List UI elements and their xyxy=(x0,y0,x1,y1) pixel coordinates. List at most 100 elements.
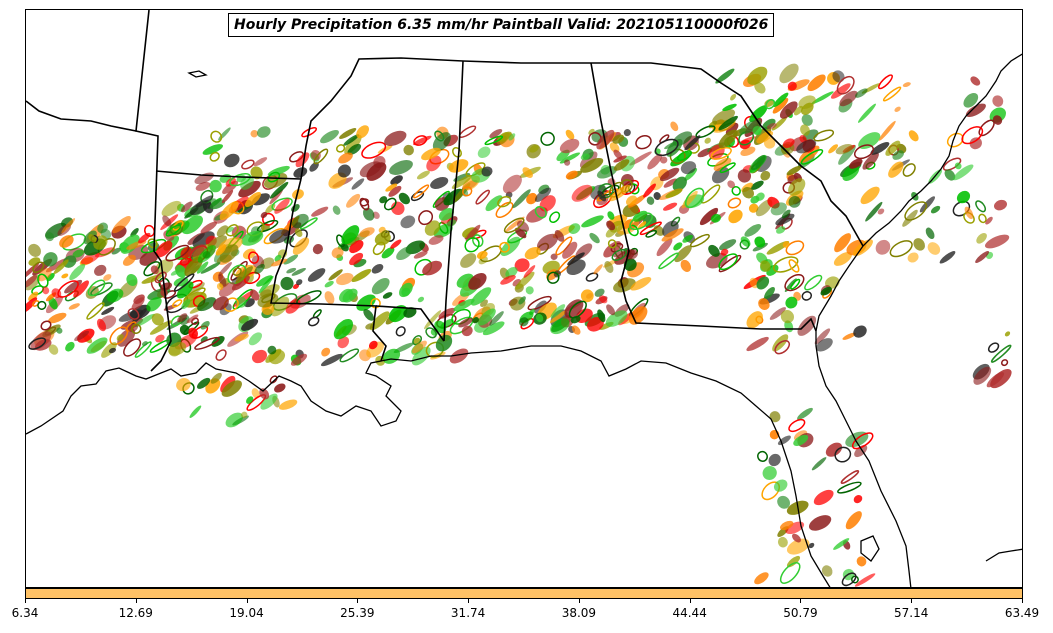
precipitation-blob xyxy=(990,369,1012,389)
precipitation-blob xyxy=(390,175,403,186)
precipitation-blob xyxy=(372,211,380,219)
precipitation-blob xyxy=(718,129,738,149)
precipitation-blob xyxy=(825,442,843,457)
precipitation-blob xyxy=(766,123,777,130)
precipitation-blob xyxy=(61,273,69,279)
precipitation-blob xyxy=(752,126,762,135)
precipitation-blob xyxy=(362,207,375,221)
precipitation-blob xyxy=(496,131,510,145)
colorbar-tick-label: 19.04 xyxy=(229,606,264,620)
precipitation-blob xyxy=(956,190,971,204)
precipitation-blob xyxy=(151,313,164,326)
precipitation-blob xyxy=(571,325,581,335)
precipitation-blob xyxy=(340,243,349,252)
precipitation-blob xyxy=(889,240,913,258)
precipitation-blob xyxy=(816,338,833,352)
precipitation-blob xyxy=(196,261,209,274)
precipitation-blob xyxy=(188,327,199,339)
precipitation-blob xyxy=(86,302,105,320)
precipitation-blob xyxy=(647,153,663,170)
precipitation-blob xyxy=(581,215,604,228)
precipitation-blob xyxy=(349,252,364,266)
precipitation-blob xyxy=(593,264,603,275)
precipitation-blob xyxy=(837,481,862,494)
precipitation-blob xyxy=(180,201,193,213)
precipitation-blob xyxy=(341,225,360,245)
precipitation-blob xyxy=(502,174,522,194)
precipitation-blob xyxy=(269,375,278,384)
precipitation-blob xyxy=(484,135,504,146)
precipitation-blob xyxy=(172,299,183,308)
precipitation-blob xyxy=(218,127,231,141)
precipitation-blob xyxy=(800,124,810,136)
precipitation-blob xyxy=(417,296,425,303)
precipitation-blob xyxy=(296,279,303,286)
precipitation-blob xyxy=(762,118,776,130)
precipitation-blob xyxy=(460,253,477,268)
precipitation-blob xyxy=(747,66,768,85)
precipitation-blob xyxy=(749,277,759,289)
precipitation-blob xyxy=(902,82,911,88)
precipitation-blob xyxy=(969,137,982,150)
precipitation-blob xyxy=(194,336,220,350)
precipitation-blob xyxy=(150,265,159,275)
precipitation-blob xyxy=(177,313,188,323)
precipitation-blob xyxy=(680,161,697,175)
precipitation-blob xyxy=(210,130,223,143)
precipitation-blob xyxy=(291,213,309,229)
precipitation-blob xyxy=(256,219,279,233)
precipitation-blob xyxy=(858,103,876,123)
precipitation-blob xyxy=(197,245,216,263)
precipitation-blob xyxy=(209,151,220,162)
precipitation-blob xyxy=(769,307,786,320)
precipitation-blob xyxy=(116,334,124,341)
precipitation-blob xyxy=(832,70,845,83)
precipitation-blob xyxy=(346,193,361,208)
precipitation-blob xyxy=(122,254,136,266)
precipitation-blob xyxy=(32,261,45,274)
precipitation-blob xyxy=(200,321,210,330)
precipitation-blob xyxy=(45,258,68,273)
precipitation-blob xyxy=(993,199,1008,211)
precipitation-blob xyxy=(842,164,860,181)
precipitation-blob xyxy=(788,418,806,433)
precipitation-blob xyxy=(403,144,414,156)
precipitation-blob xyxy=(383,197,397,211)
precipitation-blob xyxy=(875,239,891,255)
precipitation-blob xyxy=(216,225,229,237)
precipitation-blob xyxy=(197,377,211,389)
precipitation-blob xyxy=(111,247,121,255)
colorbar-tick xyxy=(911,599,913,603)
precipitation-blob xyxy=(836,75,855,95)
precipitation-blob xyxy=(854,444,868,458)
precipitation-blob xyxy=(144,224,155,237)
colorbar-tick-label: 25.39 xyxy=(340,606,375,620)
precipitation-blob xyxy=(704,137,711,144)
precipitation-blob xyxy=(368,340,378,350)
precipitation-blob xyxy=(603,241,622,258)
colorbar-tick xyxy=(357,599,359,603)
precipitation-blob xyxy=(580,153,590,161)
precipitation-blob xyxy=(902,163,916,177)
precipitation-blob xyxy=(550,304,566,319)
precipitation-blob xyxy=(62,255,77,268)
precipitation-blob xyxy=(489,128,503,139)
precipitation-blob xyxy=(477,146,491,159)
precipitation-blob xyxy=(536,233,558,251)
precipitation-blob xyxy=(426,155,442,172)
precipitation-blob xyxy=(781,209,791,219)
precipitation-blob xyxy=(225,412,244,428)
precipitation-blob xyxy=(309,162,319,172)
precipitation-blob xyxy=(130,228,139,237)
precipitation-blob xyxy=(862,152,879,170)
colorbar-tick xyxy=(1022,599,1023,603)
precipitation-blob xyxy=(760,260,771,272)
precipitation-blob xyxy=(458,125,477,138)
precipitation-blob xyxy=(589,232,600,244)
precipitation-blob xyxy=(465,224,481,242)
precipitation-blob xyxy=(754,572,769,585)
precipitation-blob xyxy=(37,300,47,310)
precipitation-blob xyxy=(727,180,736,189)
precipitation-blob xyxy=(472,234,484,248)
precipitation-blob xyxy=(243,271,261,285)
